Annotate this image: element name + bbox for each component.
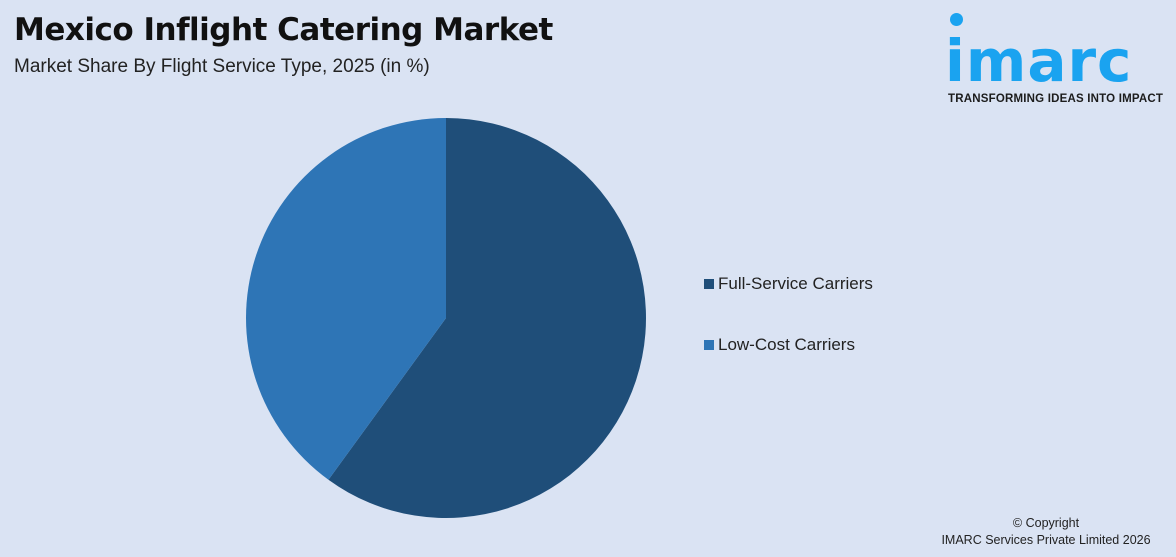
copyright-line-1: © Copyright — [1012, 516, 1080, 530]
legend-item-low-cost: Low-Cost Carriers — [704, 335, 873, 355]
logo-dot-icon — [950, 13, 963, 26]
legend-label: Full-Service Carriers — [718, 274, 873, 293]
legend-swatch-icon — [704, 279, 714, 289]
pie-slice-low-cost-carriers — [246, 118, 446, 480]
pie-slice-full-service-carriers — [328, 118, 646, 518]
copyright-notice: © Copyright IMARC Services Private Limit… — [926, 515, 1166, 549]
copyright-line-2: IMARC Services Private Limited 2026 — [941, 533, 1151, 547]
logo-wordmark: imarc — [945, 27, 1133, 95]
legend-swatch-icon — [704, 340, 714, 350]
chart-title: Mexico Inflight Catering Market — [14, 12, 553, 48]
imarc-logo: imarc TRANSFORMING IDEAS INTO IMPACT — [945, 12, 1171, 110]
pie-chart — [246, 118, 646, 518]
chart-subtitle: Market Share By Flight Service Type, 202… — [14, 56, 430, 77]
legend-item-full-service: Full-Service Carriers — [704, 274, 873, 294]
chart-legend: Full-Service Carriers Low-Cost Carriers — [704, 274, 873, 396]
legend-label: Low-Cost Carriers — [718, 335, 855, 354]
logo-tagline: TRANSFORMING IDEAS INTO IMPACT — [948, 93, 1164, 105]
